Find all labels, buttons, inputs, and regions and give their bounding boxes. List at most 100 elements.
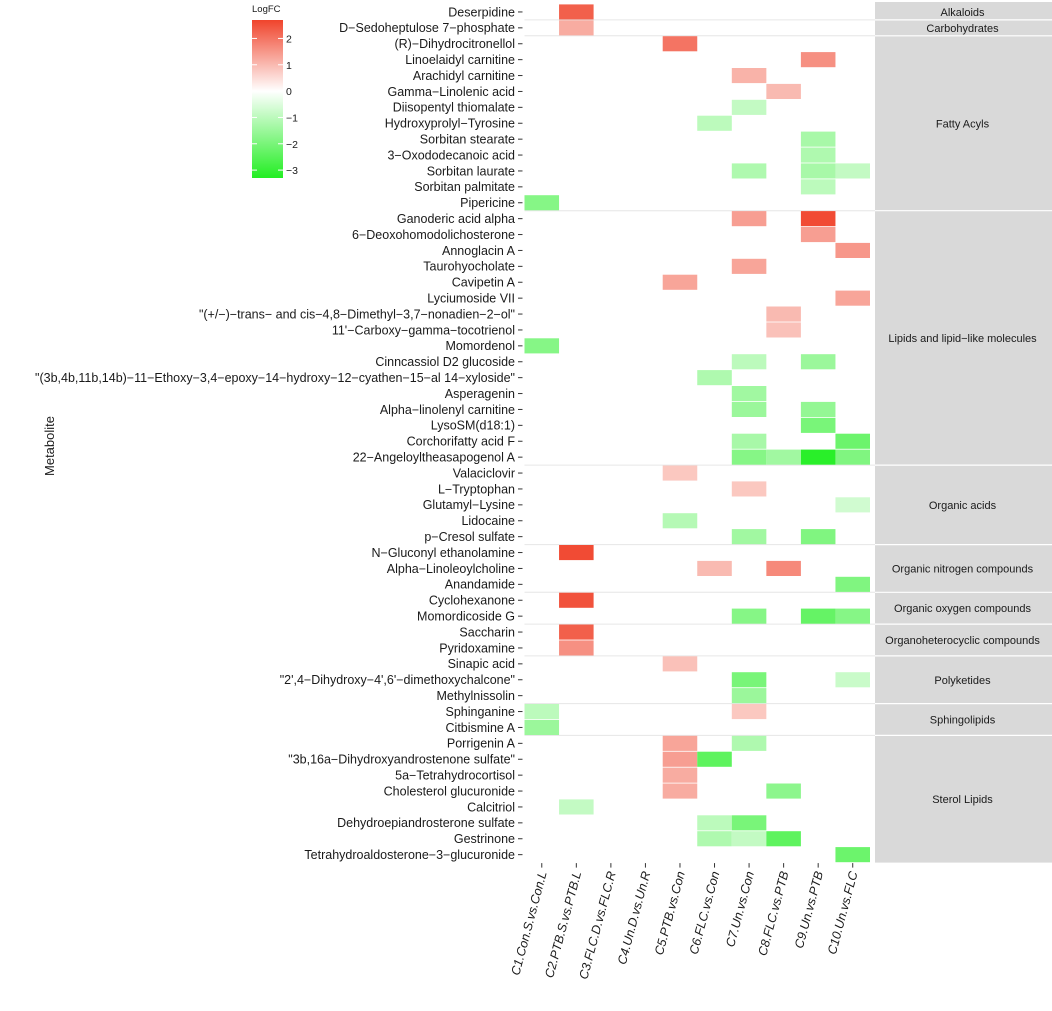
row-label: Gestrinone (454, 832, 515, 846)
heatmap-cell (731, 258, 767, 274)
heatmap-cell (835, 242, 870, 258)
heatmap-cell (731, 163, 767, 179)
heatmap-cell (766, 560, 801, 576)
heatmap-cell (559, 4, 594, 20)
heatmap-cell (800, 131, 836, 147)
row-label: 6−Deoxohomodolichosterone (352, 228, 515, 242)
heatmap-cell (524, 195, 560, 211)
y-axis-title: Metabolite (42, 416, 57, 476)
column-label-layer: C1.Con.S.vs.Con.LC2.PTB.S.vs.PTB.LC3.FLC… (508, 863, 861, 981)
row-label: "2',4−Dihydroxy−4',6'−dimethoxychalcone" (280, 673, 515, 687)
heatmap-cell (731, 401, 767, 417)
row-label: Cyclohexanone (429, 594, 515, 608)
heatmap-cell (662, 783, 698, 799)
heatmap-cell (559, 592, 594, 608)
column-label: C10.Un.vs.FLC (825, 869, 861, 956)
row-label: Pipericine (460, 196, 515, 210)
heatmap-cell (731, 735, 767, 751)
group-label: Sterol Lipids (932, 794, 993, 806)
heatmap-cell (731, 831, 767, 847)
heatmap-cell (559, 799, 594, 815)
heatmap-cell (731, 386, 767, 402)
row-label: LysoSM(d18:1) (431, 419, 515, 433)
row-label: Cavipetin A (452, 276, 516, 290)
legend-tick-label: −2 (286, 139, 298, 151)
heatmap-cell (731, 608, 767, 624)
heatmap-cell (731, 481, 767, 497)
group-label: Carbohydrates (926, 23, 999, 35)
legend-tick-label: −1 (286, 112, 298, 124)
heatmap-cell (835, 847, 870, 863)
group-strip-layer: Alkaloids Carbohydrates Fatty Acyls Lipids … (524, 2, 1052, 863)
row-label: Diisopentyl thiomalate (393, 101, 515, 115)
heatmap-cell (559, 545, 594, 561)
row-label: "3b,16a−Dihydroxyandrostenone sulfate" (288, 753, 515, 767)
legend: LogFC 2 1 0 −1 −2 −3 (252, 4, 298, 178)
heatmap-cell (731, 354, 767, 370)
row-label: Ganoderic acid alpha (397, 212, 515, 226)
column-label: C7.Un.vs.Con (723, 870, 757, 949)
heatmap-cell (766, 783, 801, 799)
heatmap-cell (800, 147, 836, 163)
row-label: Pyridoxamine (439, 641, 515, 655)
heatmap-cell (835, 433, 870, 449)
heatmap-cell (800, 227, 836, 243)
heatmap-cell (697, 115, 732, 131)
heatmap-cell (800, 401, 836, 417)
row-label: Cinncassiol D2 glucoside (375, 355, 515, 369)
heatmap-cell (766, 449, 801, 465)
group-label: Sphingolipids (930, 715, 996, 727)
row-label: Anandamide (445, 578, 515, 592)
heatmap-cell (835, 497, 870, 513)
row-label: "(+/−)−trans− and cis−4,8−Dimethyl−3,7−n… (199, 307, 515, 321)
heatmap-cell (697, 560, 732, 576)
heatmap-cell (559, 20, 594, 36)
heatmap-cell (800, 529, 836, 545)
heatmap-cell (697, 370, 732, 386)
legend-tick-label: 0 (286, 86, 292, 98)
heatmap-cell (731, 672, 767, 688)
heatmap-cell (835, 672, 870, 688)
row-label: 3−Oxododecanoic acid (387, 148, 515, 162)
heatmap-cell (731, 99, 767, 115)
row-label: Asperagenin (445, 387, 515, 401)
heatmap-cell (662, 767, 698, 783)
heatmap-cell (800, 417, 836, 433)
row-label: 5a−Tetrahydrocortisol (395, 768, 515, 782)
legend-colorbar (252, 20, 283, 178)
heatmap-cell (731, 688, 767, 704)
legend-title: LogFC (252, 4, 281, 15)
heatmap-cell (731, 529, 767, 545)
row-label: (R)−Dihydrocitronellol (394, 37, 515, 51)
row-label: Linoelaidyl carnitine (405, 53, 515, 67)
group-label: Organoheterocyclic compounds (885, 635, 1040, 647)
legend-tick-label: −3 (286, 165, 298, 177)
heatmap-cell (524, 719, 560, 735)
group-label: Organic oxygen compounds (894, 603, 1031, 615)
heatmap-cell (800, 52, 836, 68)
heatmap-cell (662, 513, 698, 529)
heatmap-cell (731, 704, 767, 720)
row-label: Dehydroepiandrosterone sulfate (337, 816, 515, 830)
row-label: Taurohyocholate (423, 260, 515, 274)
column-label: C3.FLC.D.vs.FLC.R (576, 870, 618, 981)
row-label: Momordenol (446, 339, 515, 353)
row-label: Sorbitan palmitate (414, 180, 515, 194)
heatmap-cell (559, 624, 594, 640)
row-label: Annoglacin A (442, 244, 516, 258)
row-label-layer: Deserpidine D−Sedoheptulose 7−phosphate (R… (35, 5, 523, 862)
row-label: Tetrahydroaldosterone−3−glucuronide (304, 848, 515, 862)
row-label: Saccharin (459, 625, 515, 639)
heatmap-cell (835, 163, 870, 179)
heatmap-cell (662, 274, 698, 290)
group-label: Alkaloids (940, 7, 985, 19)
heatmap-cell (766, 306, 801, 322)
heatmap-cell (835, 449, 870, 465)
row-label: Sphinganine (445, 705, 515, 719)
heatmap-cell (766, 322, 801, 338)
row-label: Methylnissolin (436, 689, 515, 703)
heatmap-cell (800, 608, 836, 624)
heatmap-cell (800, 163, 836, 179)
heatmap-cell (731, 68, 767, 84)
